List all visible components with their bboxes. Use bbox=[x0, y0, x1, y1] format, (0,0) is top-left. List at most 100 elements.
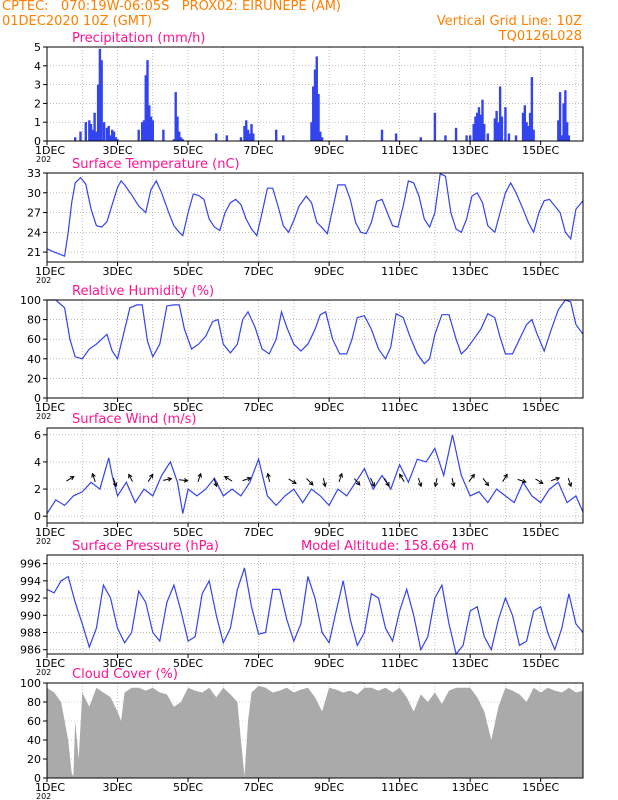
precip-bar bbox=[532, 129, 535, 141]
y-tick-label: 20 bbox=[27, 753, 41, 766]
x-tick-label: 1DEC bbox=[35, 265, 65, 278]
y-tick-label: 2 bbox=[34, 97, 41, 110]
precip-bar bbox=[172, 139, 176, 141]
panel-title: Precipitation (mm/h) bbox=[72, 31, 205, 46]
wind-arrow-head bbox=[149, 473, 154, 479]
x-tick-label: 13DEC bbox=[452, 526, 489, 539]
precip-bar bbox=[174, 92, 177, 141]
wind-arrow-head bbox=[197, 472, 202, 478]
precip-bar bbox=[149, 116, 153, 141]
x-tick-label: 1DEC bbox=[35, 144, 65, 157]
panel-title: Surface Pressure (hPa) bbox=[72, 539, 219, 554]
precip-bar bbox=[179, 137, 183, 141]
precip-bar bbox=[433, 112, 437, 141]
precip-bar bbox=[310, 122, 313, 141]
y-tick-label: 990 bbox=[20, 609, 41, 622]
x-tick-label: 3DEC bbox=[102, 526, 132, 539]
x-tick-label: 1DEC bbox=[35, 781, 65, 794]
panel-frame-p3 bbox=[46, 299, 584, 399]
x-tick-label: 9DEC bbox=[314, 144, 344, 157]
y-tick-label: 5 bbox=[34, 41, 41, 54]
precip-bar bbox=[98, 48, 102, 141]
wind-arrow bbox=[288, 478, 297, 484]
precip-bar bbox=[495, 110, 498, 141]
precip-bar bbox=[93, 112, 96, 141]
x-tick-label: 15DEC bbox=[522, 144, 559, 157]
precip-bar bbox=[315, 56, 318, 141]
y-tick-label: 40 bbox=[27, 734, 41, 747]
x-tick-label: 7DEC bbox=[244, 657, 274, 670]
precip-bar bbox=[521, 112, 525, 141]
precip-bar bbox=[465, 135, 468, 141]
x-tick-label: 9DEC bbox=[314, 526, 344, 539]
precip-bar bbox=[320, 137, 324, 141]
precip-bar bbox=[151, 120, 154, 141]
y-tick-label: 4 bbox=[34, 456, 41, 469]
panel-frame-p6 bbox=[46, 682, 584, 779]
year-fragment: 202 bbox=[36, 537, 51, 546]
x-tick-label: 5DEC bbox=[173, 144, 203, 157]
x-tick-label: 9DEC bbox=[314, 657, 344, 670]
precip-bar bbox=[419, 137, 422, 141]
x-tick-label: 15DEC bbox=[522, 657, 559, 670]
x-tick-label: 3DEC bbox=[102, 144, 132, 157]
wind-arrow bbox=[550, 477, 560, 482]
panel-frame-p5 bbox=[46, 554, 584, 655]
y-tick-label: 4 bbox=[34, 60, 41, 73]
wind-arrow-head bbox=[91, 472, 96, 478]
precip-bar bbox=[112, 131, 116, 141]
header-station-line: CPTEC: 070:19W-06:05S PROX02: EIRUNEPE (… bbox=[2, 0, 341, 14]
y-tick-label: 0 bbox=[34, 392, 41, 405]
header-grid-note: Vertical Grid Line: 10Z bbox=[436, 14, 582, 29]
x-tick-label: 15DEC bbox=[522, 526, 559, 539]
precip-bar bbox=[497, 122, 500, 141]
wind-arrow bbox=[353, 478, 361, 486]
wind-arrow-head bbox=[521, 478, 527, 484]
series-line-p5 bbox=[46, 567, 584, 656]
x-tick-label: 3DEC bbox=[102, 401, 132, 414]
precip-bar bbox=[181, 139, 184, 141]
precip-bar bbox=[479, 114, 482, 141]
wind-arrow bbox=[112, 477, 117, 487]
x-tick-label: 7DEC bbox=[244, 265, 274, 278]
y-tick-label: 1 bbox=[34, 116, 41, 129]
precip-bar bbox=[88, 120, 91, 141]
x-tick-label: 11DEC bbox=[381, 526, 418, 539]
wind-arrow-head bbox=[450, 482, 456, 488]
precip-bar bbox=[84, 122, 87, 141]
y-tick-label: 100 bbox=[20, 294, 41, 307]
wind-arrow-head bbox=[567, 482, 573, 488]
header-date-line: 01DEC2020 10Z (GMT) bbox=[2, 14, 153, 29]
precip-bar bbox=[317, 94, 320, 141]
y-tick-label: 80 bbox=[27, 314, 41, 327]
x-tick-label: 15DEC bbox=[522, 265, 559, 278]
panel-title: Surface Wind (m/s) bbox=[72, 412, 196, 427]
precip-bar bbox=[468, 135, 472, 141]
precip-bar bbox=[109, 135, 112, 141]
y-tick-label: 3 bbox=[34, 79, 41, 92]
wind-arrow bbox=[451, 478, 455, 487]
wind-arrow-head bbox=[213, 482, 218, 488]
y-tick-label: 994 bbox=[20, 575, 41, 588]
wind-arrow-head bbox=[112, 482, 118, 488]
y-tick-label: 0 bbox=[34, 135, 41, 148]
wind-arrow bbox=[535, 478, 544, 484]
precip-bar bbox=[345, 135, 348, 141]
x-tick-label: 11DEC bbox=[381, 657, 418, 670]
wind-arrow-head bbox=[399, 473, 404, 479]
precip-bar bbox=[498, 86, 502, 141]
y-tick-label: 996 bbox=[20, 558, 41, 571]
x-tick-label: 5DEC bbox=[173, 265, 203, 278]
wind-arrow-head bbox=[69, 475, 75, 481]
wind-arrow bbox=[468, 474, 475, 482]
precip-bar bbox=[319, 131, 322, 141]
x-tick-label: 3DEC bbox=[102, 657, 132, 670]
wind-arrow bbox=[92, 473, 96, 483]
precip-bar bbox=[313, 69, 317, 141]
precip-bar bbox=[148, 105, 151, 141]
wind-arrow-head bbox=[355, 480, 361, 486]
wind-arrow-head bbox=[470, 473, 475, 479]
precip-bar bbox=[525, 122, 528, 141]
y-tick-label: 0 bbox=[34, 510, 41, 523]
